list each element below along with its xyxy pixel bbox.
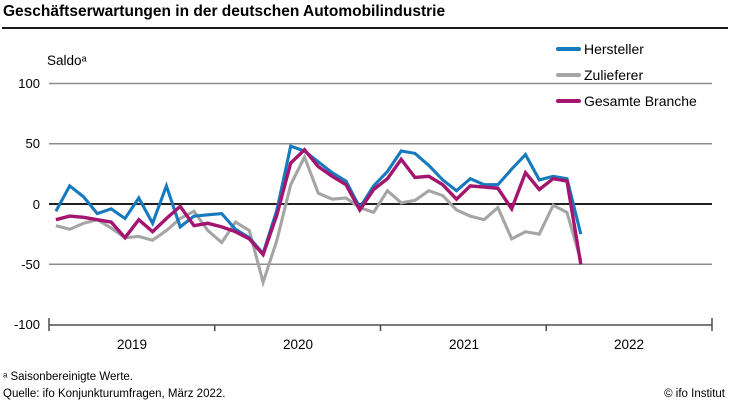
y-tick-100: 100 [18,76,40,91]
legend-item-gesamte-branche: Gesamte Branche [556,88,697,114]
gesamte-branche-line-swatch [556,99,581,103]
y-tick-50: 50 [25,136,40,151]
y-tick-0: 0 [32,197,40,212]
title-divider [2,27,728,29]
legend-label: Zulieferer [584,67,644,83]
x-tick-2022: 2022 [613,337,645,352]
legend-label: Gesamte Branche [584,93,697,109]
zulieferer-line-swatch [556,73,581,77]
series-line-gesamte-branche [55,147,583,265]
footnote-source: Quelle: ifo Konjunkturumfragen, März 202… [3,388,226,400]
hersteller-line-swatch [556,47,581,51]
x-tick-2019: 2019 [116,337,148,352]
y-tick-neg50: -50 [21,257,40,272]
legend-label: Hersteller [584,41,644,57]
footnote-note: ᵃ Saisonbereinigte Werte. [3,371,133,383]
y-tick-neg100: -100 [13,317,40,332]
copyright-label: © ifo Institut [664,388,725,400]
series-line-hersteller [54,144,583,257]
legend-item-hersteller: Hersteller [556,36,697,62]
legend-item-zulieferer: Zulieferer [556,62,697,88]
page-title: Geschäftserwartungen in der deutschen Au… [3,3,446,20]
x-tick-2021: 2021 [448,337,480,352]
series-line-zulieferer [55,153,583,288]
y-axis-unit-label: Saldoᵃ [47,53,87,68]
x-tick-2020: 2020 [282,337,314,352]
legend: Hersteller Zulieferer Gesamte Branche [556,36,697,114]
